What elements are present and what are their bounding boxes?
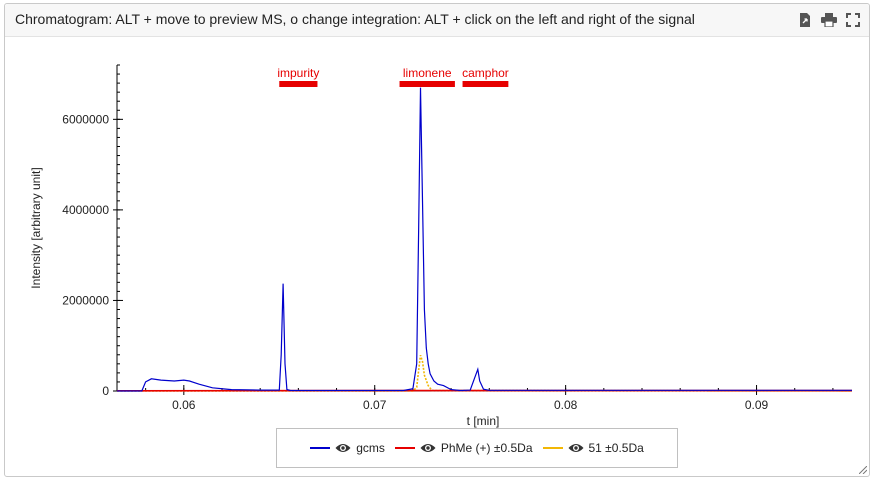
series-51 — [117, 354, 853, 392]
annotation-label: impurity — [277, 66, 319, 80]
legend-label: gcms — [356, 441, 385, 455]
x-tick-label: 0.07 — [363, 398, 387, 412]
y-tick-label: 2000000 — [62, 293, 109, 307]
panel-toolbar — [795, 10, 863, 30]
chromatogram-chart[interactable]: 0 2000000 4000000 6000000 0.06 0.07 0.08 0.09 i… — [0, 0, 872, 430]
annotation-label: limonene — [403, 66, 452, 80]
eye-icon[interactable] — [420, 442, 436, 454]
print-icon — [821, 13, 837, 27]
x-tick-label: 0.08 — [554, 398, 578, 412]
export-icon — [800, 13, 810, 27]
legend-item-51[interactable]: 51 ±0.5Da — [542, 441, 644, 455]
panel-title: Chromatogram: ALT + move to preview MS, … — [15, 11, 695, 27]
panel-header: Chromatogram: ALT + move to preview MS, … — [5, 4, 869, 37]
series-gcms — [117, 87, 852, 392]
resize-grip-icon[interactable] — [859, 466, 867, 474]
x-axis-title: t [min] — [467, 414, 500, 428]
fullscreen-button[interactable] — [843, 10, 863, 30]
annotation-bar[interactable] — [399, 81, 455, 87]
legend-item-phme[interactable]: PhMe (+) ±0.5Da — [394, 441, 533, 455]
annotation-bar[interactable] — [279, 81, 318, 87]
legend-swatch — [310, 447, 331, 449]
x-tick-label: 0.06 — [172, 398, 196, 412]
legend-item-gcms[interactable]: gcms — [310, 441, 385, 455]
legend-label: 51 ±0.5Da — [588, 441, 644, 455]
x-tick-label: 0.09 — [745, 398, 769, 412]
annotation-label: camphor — [462, 66, 509, 80]
fullscreen-icon — [846, 13, 860, 27]
annotation-bar[interactable] — [462, 81, 509, 87]
chart-legend: gcms PhMe (+) ±0.5Da 51 ±0.5Da — [276, 428, 678, 468]
export-button[interactable] — [795, 10, 815, 30]
print-button[interactable] — [819, 10, 839, 30]
eye-icon[interactable] — [568, 442, 584, 454]
y-tick-label: 4000000 — [62, 203, 109, 217]
legend-label: PhMe (+) ±0.5Da — [440, 441, 533, 455]
eye-icon[interactable] — [335, 442, 351, 454]
y-tick-label: 0 — [102, 384, 109, 398]
legend-swatch — [394, 447, 415, 449]
legend-swatch — [542, 447, 563, 449]
y-tick-label: 6000000 — [62, 112, 109, 126]
y-axis-title: Intensity [arbitrary unit] — [29, 167, 43, 288]
